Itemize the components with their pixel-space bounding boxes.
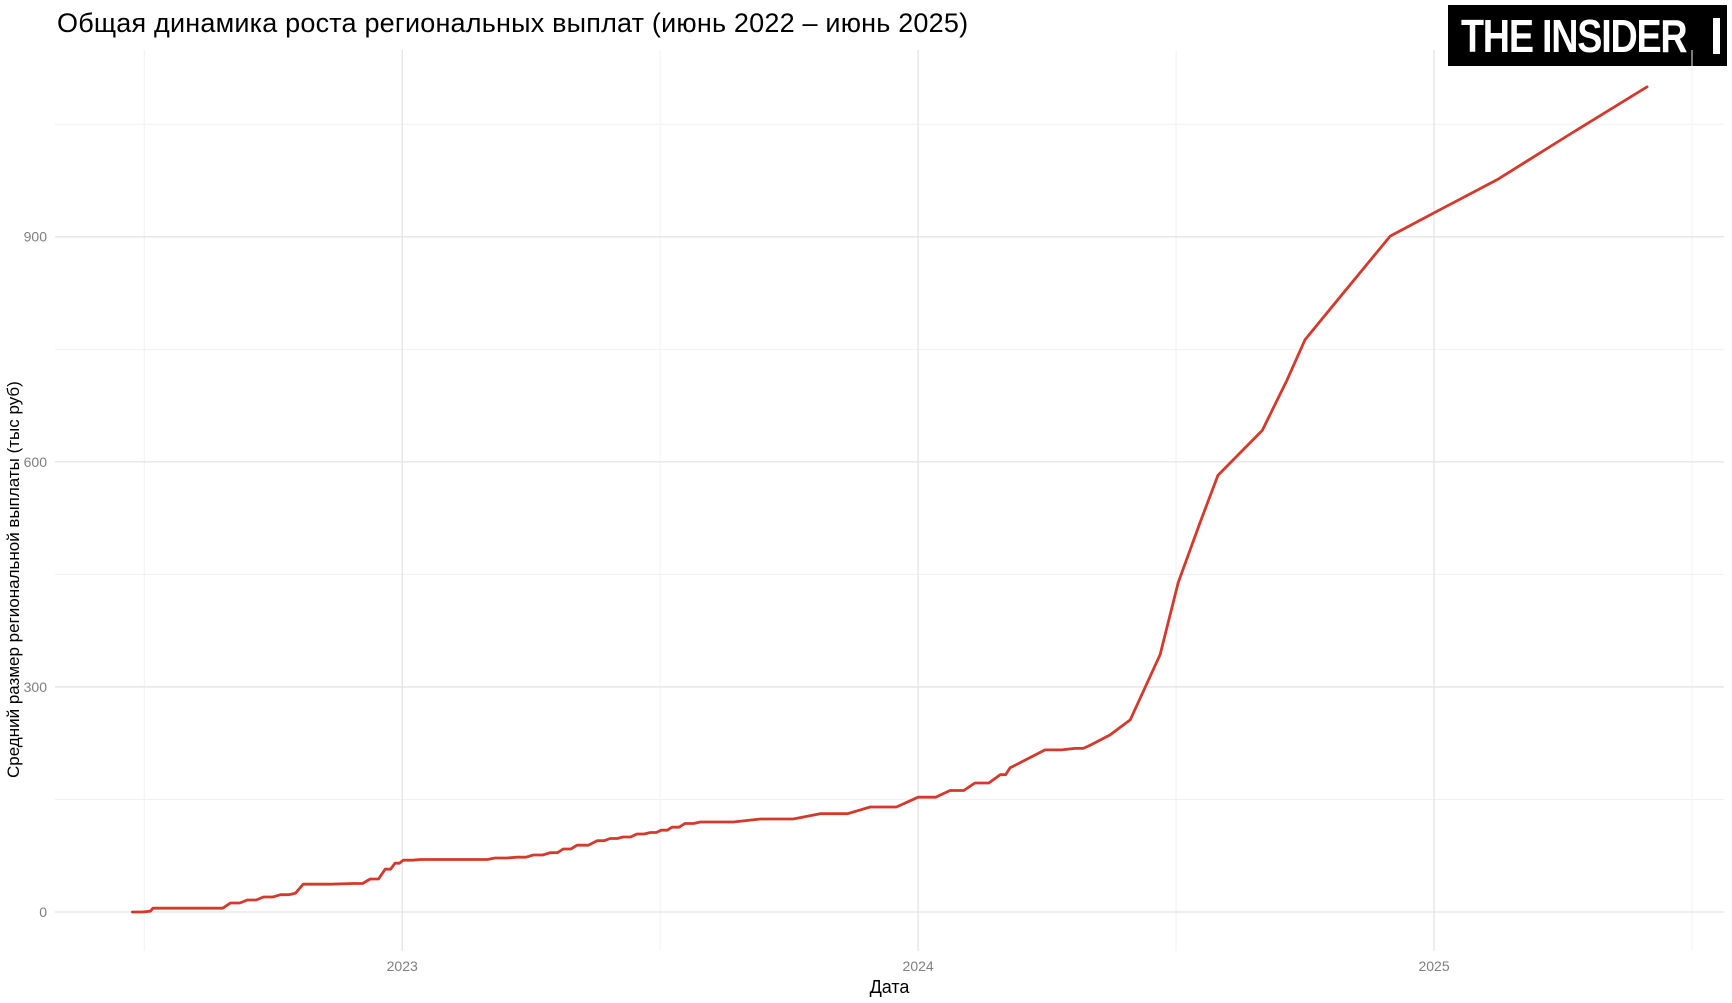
logo-text: THE INSIDER bbox=[1461, 9, 1688, 62]
y-tick-label: 900 bbox=[24, 229, 48, 245]
logo-the-insider: THE INSIDER bbox=[1448, 5, 1727, 66]
y-tick-label: 600 bbox=[24, 454, 48, 470]
payments-line-series bbox=[131, 85, 1649, 914]
y-tick-label: 0 bbox=[39, 904, 47, 920]
chart-title: Общая динамика роста региональных выплат… bbox=[57, 8, 969, 38]
x-tick-label: 2023 bbox=[387, 958, 418, 974]
y-tick-label: 300 bbox=[24, 679, 48, 695]
x-axis-title: Дата bbox=[869, 977, 910, 997]
x-tick-label: 2024 bbox=[903, 958, 934, 974]
logo-cursor-bar bbox=[1713, 18, 1720, 54]
x-tick-label: 2025 bbox=[1418, 958, 1449, 974]
